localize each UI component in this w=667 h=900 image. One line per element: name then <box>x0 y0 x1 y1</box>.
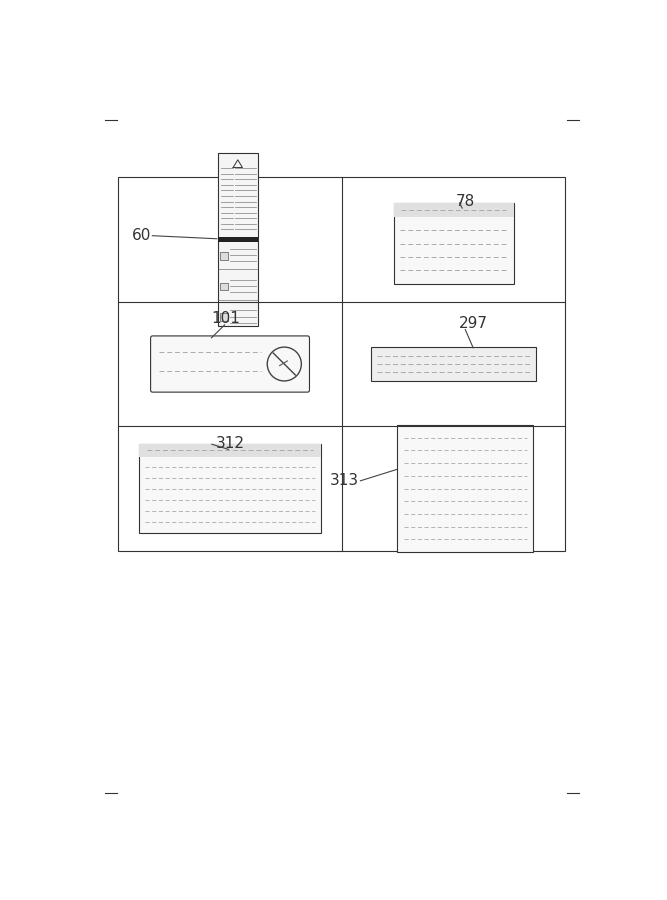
Bar <box>118 177 566 551</box>
Text: 60: 60 <box>131 229 151 243</box>
FancyBboxPatch shape <box>151 336 309 392</box>
Bar <box>220 252 227 259</box>
Bar <box>220 283 227 291</box>
Text: 78: 78 <box>456 194 475 210</box>
Text: 312: 312 <box>215 436 245 451</box>
Bar <box>139 445 321 456</box>
Bar <box>398 425 533 552</box>
Bar <box>139 445 321 533</box>
Bar <box>394 203 514 217</box>
FancyBboxPatch shape <box>372 347 536 381</box>
Bar <box>220 313 227 321</box>
Bar <box>217 237 258 242</box>
Text: 101: 101 <box>211 311 241 326</box>
Text: 313: 313 <box>329 473 359 489</box>
Bar <box>394 203 514 284</box>
Bar <box>217 153 258 326</box>
Text: 297: 297 <box>458 316 488 331</box>
